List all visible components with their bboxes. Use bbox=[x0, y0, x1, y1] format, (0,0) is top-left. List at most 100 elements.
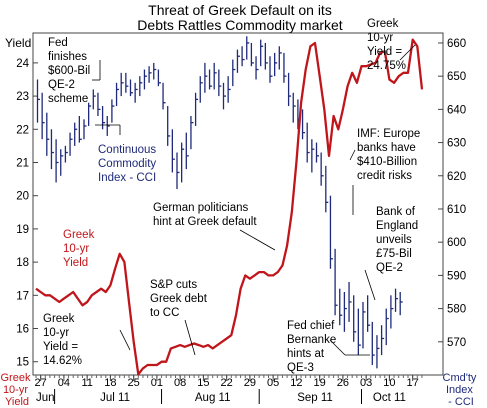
annotation-yield-low: Greek 10-yr Yield = 14.62% bbox=[43, 313, 82, 367]
month-label: Jun bbox=[36, 392, 55, 404]
cci-bar bbox=[64, 145, 68, 163]
cci-bar bbox=[148, 66, 152, 83]
cci-bar bbox=[311, 139, 315, 173]
cci-bar bbox=[78, 116, 82, 143]
right-tick-label: 650 bbox=[447, 71, 466, 83]
month-label: Oct 11 bbox=[373, 392, 406, 404]
cci-bar bbox=[394, 288, 399, 312]
cci-bar bbox=[46, 112, 50, 156]
cci-bar bbox=[139, 76, 143, 97]
cci-bar bbox=[385, 308, 389, 346]
leader-line bbox=[119, 329, 131, 351]
x-tick-label: 11 bbox=[81, 377, 92, 389]
cci-bar bbox=[236, 49, 240, 73]
cci-bar bbox=[41, 92, 45, 140]
left-axis-ticks: 15 16 17 18 19 20 21 22 23 24 bbox=[16, 58, 38, 369]
cci-bar bbox=[83, 119, 87, 140]
cci-bar bbox=[301, 109, 306, 140]
cci-bar bbox=[315, 142, 319, 163]
cci-bar bbox=[227, 76, 231, 103]
cci-bar bbox=[269, 56, 273, 83]
cci-bar bbox=[320, 152, 324, 186]
x-tick-label: 08 bbox=[174, 377, 186, 389]
cci-bar bbox=[390, 295, 394, 329]
right-tick-label: 640 bbox=[447, 104, 466, 116]
x-tick-label: 22 bbox=[221, 377, 233, 389]
plot-frame bbox=[32, 32, 444, 376]
cci-bar bbox=[306, 122, 310, 163]
cci-bar bbox=[111, 99, 115, 123]
cci-bar bbox=[143, 69, 147, 90]
x-tick-label: 17 bbox=[407, 377, 419, 389]
left-tick-label: 24 bbox=[16, 58, 29, 70]
cci-bar bbox=[88, 102, 92, 126]
cci-series bbox=[36, 36, 403, 369]
month-label: Jul 11 bbox=[100, 392, 130, 404]
cci-bar bbox=[208, 69, 213, 90]
cci-bar bbox=[153, 62, 157, 80]
left-tick-label: 17 bbox=[16, 290, 29, 302]
cci-bar bbox=[362, 301, 366, 349]
cci-bar bbox=[366, 295, 371, 332]
annotation-bernanke: Fed chief Bernanke hints at QE-3 bbox=[287, 320, 339, 374]
annotation-german: German politicians hint at Greek default bbox=[153, 202, 257, 228]
cci-bar bbox=[357, 308, 361, 356]
cci-bar bbox=[283, 52, 287, 83]
cci-bar bbox=[246, 36, 250, 60]
cci-bar bbox=[329, 195, 333, 269]
x-tick-label: 29 bbox=[244, 377, 256, 389]
cci-bar bbox=[376, 335, 380, 369]
x-tick-label: 01 bbox=[151, 377, 163, 389]
yield-axis-bottom-label: Greek 10-yr Yield bbox=[0, 372, 33, 408]
cci-bar bbox=[399, 291, 403, 316]
right-tick-label: 660 bbox=[447, 38, 466, 50]
x-tick-label: 15 bbox=[197, 377, 209, 389]
left-tick-label: 16 bbox=[16, 324, 29, 336]
right-tick-label: 600 bbox=[447, 237, 466, 249]
annotation-cci-label: Continuous Commodity Index - CCI bbox=[98, 144, 159, 184]
leader-line bbox=[399, 44, 416, 61]
cci-bar bbox=[260, 39, 264, 67]
cci-bar bbox=[36, 79, 40, 123]
cci-bar bbox=[115, 82, 120, 107]
cci-bar bbox=[339, 288, 343, 326]
cci-bar bbox=[157, 69, 161, 87]
x-tick-label: 26 bbox=[337, 377, 349, 389]
leader-line bbox=[239, 229, 276, 251]
cci-bar bbox=[204, 62, 208, 93]
chart-title-line-1: Threat of Greek Default on its bbox=[148, 2, 332, 18]
cci-bar bbox=[106, 116, 110, 136]
cci-bar bbox=[241, 46, 245, 67]
cci-bar bbox=[255, 56, 259, 80]
cci-bar bbox=[292, 92, 296, 123]
cci-bar bbox=[334, 248, 338, 316]
right-axis-ticks: 570 580 590 600 610 620 630 640 650 660 bbox=[438, 38, 466, 349]
x-tick-label: 25 bbox=[128, 377, 140, 389]
annotation-yield-label: Greek 10-yr Yield bbox=[63, 229, 98, 269]
annotation-leaders bbox=[92, 44, 416, 356]
cci-bar bbox=[55, 139, 59, 183]
cci-bar bbox=[129, 79, 133, 97]
cci-bar bbox=[353, 295, 357, 342]
left-tick-label: 15 bbox=[16, 357, 29, 369]
cci-bar bbox=[325, 165, 329, 213]
cci-bar bbox=[167, 106, 171, 146]
cci-bar bbox=[162, 82, 166, 110]
cci-bar bbox=[120, 72, 124, 97]
month-label: Aug 11 bbox=[195, 392, 231, 404]
cci-bar bbox=[218, 69, 222, 97]
leader-line bbox=[329, 339, 346, 356]
cci-bar bbox=[250, 42, 254, 67]
x-tick-label: 19 bbox=[314, 377, 326, 389]
cci-bar bbox=[264, 42, 268, 70]
cci-bar bbox=[92, 89, 96, 110]
cci-bar bbox=[60, 149, 64, 176]
greek-yield-line bbox=[35, 38, 424, 376]
cci-bar bbox=[232, 59, 236, 87]
annotation-sp-cut: S&P cuts Greek debt to CC bbox=[150, 279, 210, 319]
cci-bar bbox=[185, 132, 189, 170]
cci-bar bbox=[287, 72, 292, 107]
cci-bar bbox=[101, 106, 106, 130]
left-tick-label: 21 bbox=[16, 157, 29, 169]
annotation-boe: Bank of England unveils £75-Bil QE-2 bbox=[376, 206, 421, 274]
